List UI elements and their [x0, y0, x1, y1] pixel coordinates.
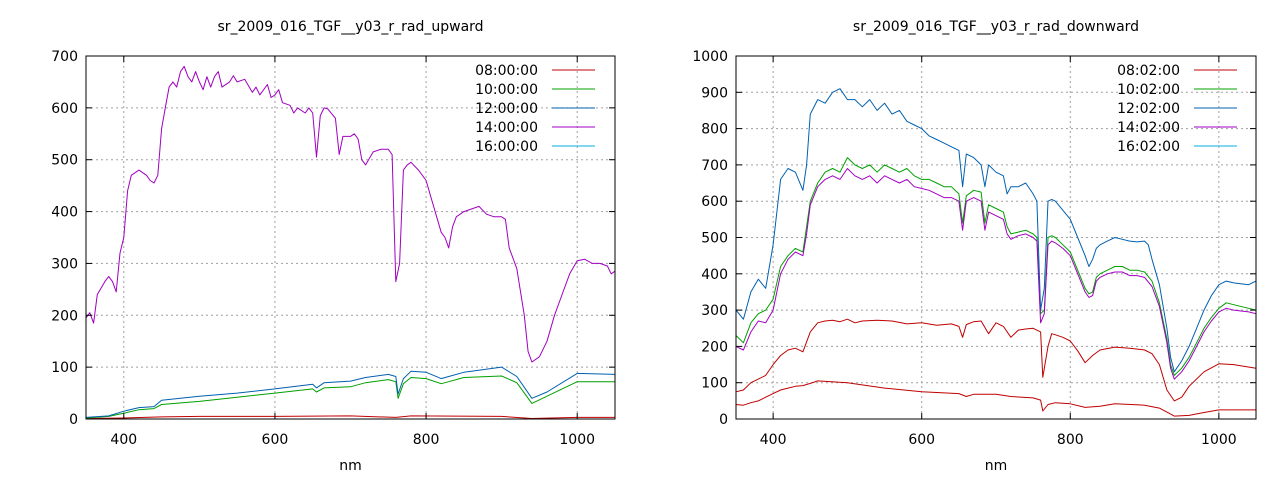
x-tick-label: 400	[110, 432, 137, 448]
plot-frame	[85, 55, 616, 420]
chart-title: sr_2009_016_TGF__y03_r_rad_upward	[217, 19, 483, 35]
x-tick-label: 1000	[559, 432, 595, 448]
y-tick-label: 200	[51, 308, 78, 324]
chart-title: sr_2009_016_TGF__y03_r_rad_downward	[853, 19, 1139, 35]
y-tick-label: 900	[701, 85, 728, 101]
y-tick-label: 400	[701, 267, 728, 283]
y-tick-label: 0	[69, 412, 78, 428]
y-tick-label: 500	[51, 153, 78, 169]
y-tick-label: 700	[51, 49, 78, 65]
y-tick-label: 100	[701, 376, 728, 392]
legend-label: 16:00:00	[475, 139, 538, 155]
chart-panel-1: 0 100 200 300 400 500 600 700 400 600 800 1000 sr_20…	[51, 19, 616, 474]
y-tick-label: 500	[701, 231, 728, 247]
legend-label: 08:02:00	[1117, 63, 1180, 79]
x-tick-label: 400	[760, 432, 787, 448]
y-tick-label: 100	[51, 360, 78, 376]
y-tick-label: 200	[701, 339, 728, 355]
legend-label: 14:00:00	[475, 120, 538, 136]
legend-label: 10:02:00	[1117, 82, 1180, 98]
y-tick-label: 0	[719, 412, 728, 428]
legend-label: 14:02:00	[1117, 120, 1180, 136]
legend-label: 10:00:00	[475, 82, 538, 98]
y-tick-label: 400	[51, 205, 78, 221]
legend-label: 12:00:00	[475, 101, 538, 117]
x-tick-label: 600	[262, 432, 289, 448]
series-line-3	[85, 366, 616, 418]
legend-label: 16:02:00	[1117, 139, 1180, 155]
y-tick-label: 600	[701, 194, 728, 210]
x-tick-label: 800	[1057, 432, 1084, 448]
y-tick-label: 300	[51, 256, 78, 272]
series-line-2	[85, 375, 615, 419]
series-line-4	[735, 88, 1257, 373]
series-line-4	[85, 65, 616, 363]
legend-label: 12:02:00	[1117, 101, 1180, 117]
series-line-1	[85, 415, 615, 419]
y-tick-label: 800	[701, 122, 728, 138]
series-line-5	[735, 168, 1257, 380]
x-tick-label: 600	[908, 432, 935, 448]
x-tick-label: 1000	[1201, 432, 1237, 448]
y-tick-label: 1000	[692, 49, 728, 65]
x-tick-label: 800	[413, 432, 440, 448]
series-line-1	[735, 380, 1256, 417]
chart-panel-2: 0 100 200 300 400 500 600 700 800 900 1000 400 600 80…	[692, 19, 1257, 474]
x-axis-label: nm	[985, 458, 1008, 474]
y-tick-label: 300	[701, 303, 728, 319]
series-line-2	[735, 318, 1257, 402]
y-tick-label: 600	[51, 101, 78, 117]
series-line-3	[735, 157, 1257, 376]
x-axis-label: nm	[339, 458, 362, 474]
y-tick-label: 700	[701, 158, 728, 174]
legend-label: 08:00:00	[475, 63, 538, 79]
